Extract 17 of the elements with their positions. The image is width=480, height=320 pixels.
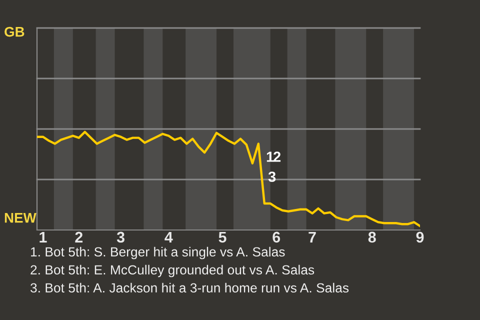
- x-tick-label: 3: [116, 232, 124, 243]
- text: 3. Bot 5th: A. Jackson hit a 3-run home run vs A. Salas: [30, 282, 349, 293]
- x-tick-label: 7: [308, 232, 316, 242]
- annotation: 2: [274, 152, 281, 162]
- text: GB: [4, 26, 24, 37]
- x-tick-label: 5: [218, 232, 226, 243]
- x-tick-label: 9: [416, 232, 424, 243]
- text: 1. Bot 5th: S. Berger hit a single vs A. Salas: [31, 246, 285, 260]
- x-tick-label: 4: [164, 232, 173, 242]
- annotation: 1: [266, 152, 274, 162]
- annotation: 3: [268, 172, 276, 182]
- x-tick-label: 6: [272, 232, 280, 243]
- x-tick-label: 8: [368, 232, 376, 243]
- x-tick-label: 1: [40, 232, 47, 242]
- x-tick-label: 2: [75, 232, 83, 242]
- text: 2. Bot 5th: E. McCulley grounded out vs A. Salas: [30, 264, 314, 278]
- text: NEW: [4, 213, 36, 223]
